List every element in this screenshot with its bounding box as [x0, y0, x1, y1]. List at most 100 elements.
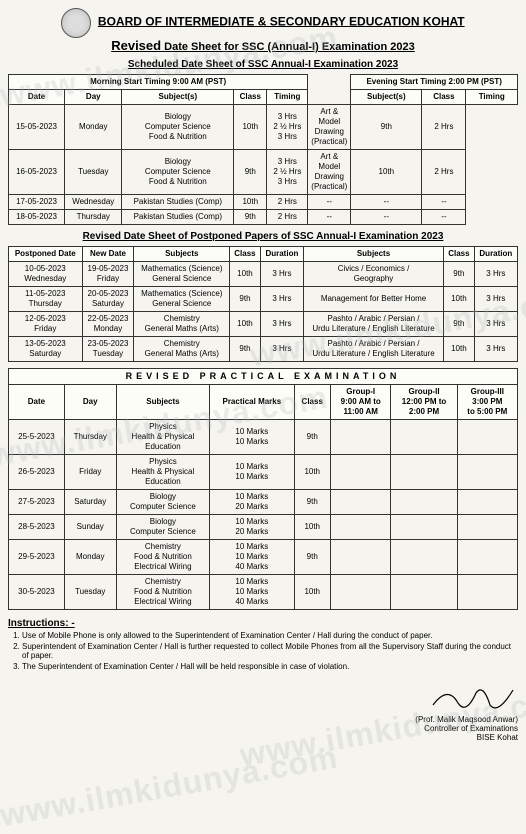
cell: Mathematics (Science) General Science	[134, 262, 230, 287]
signoff: (Prof. Malik Maqsood Anwar) Controller o…	[8, 685, 518, 742]
cell: 3 Hrs	[474, 337, 517, 362]
cell	[457, 515, 517, 540]
cell: 9th	[234, 210, 267, 225]
instruction-item: The Superintendent of Examination Center…	[22, 662, 518, 671]
cell	[330, 540, 391, 575]
cell	[330, 575, 391, 610]
cell: Biology Computer Science Food & Nutritio…	[122, 105, 234, 150]
cell: Chemistry Food & Nutrition Electrical Wi…	[116, 575, 210, 610]
col-header: Date	[9, 385, 65, 420]
cell: --	[308, 210, 351, 225]
cell: 3 Hrs	[260, 287, 303, 312]
signoff-name: (Prof. Malik Maqsood Anwar)	[415, 715, 518, 724]
table-row: 12-05-2023 Friday22-05-2023 MondayChemis…	[9, 312, 518, 337]
cell: 3 Hrs 2 ½ Hrs 3 Hrs	[267, 150, 308, 195]
cell: 3 Hrs	[260, 312, 303, 337]
cell: 9th	[294, 490, 330, 515]
cell	[330, 515, 391, 540]
watermark: www.ilmkidunya.com	[0, 739, 341, 834]
cell: Physics Health & Physical Education	[116, 420, 210, 455]
signoff-role: Controller of Examinations	[424, 724, 518, 733]
col-header: Duration	[260, 247, 303, 262]
cell: 10 Marks 10 Marks 40 Marks	[210, 540, 294, 575]
cell: Thursday	[64, 420, 116, 455]
col-header: Subjects	[116, 385, 210, 420]
cell: 10th	[230, 312, 261, 337]
col-header: Class	[422, 90, 466, 105]
section2-title: Revised Date Sheet of Postponed Papers o…	[8, 231, 518, 242]
table-row: 25-5-2023ThursdayPhysics Health & Physic…	[9, 420, 518, 455]
col-header: Postponed Date	[9, 247, 83, 262]
cell: 17-05-2023	[9, 195, 65, 210]
cell: --	[422, 195, 466, 210]
cell: Tuesday	[65, 150, 122, 195]
cell: 23-05-2023 Tuesday	[82, 337, 134, 362]
cell: 9th	[230, 287, 261, 312]
cell: Management for Better Home	[304, 287, 444, 312]
cell: Saturday	[64, 490, 116, 515]
cell: 3 Hrs	[474, 287, 517, 312]
cell: Physics Health & Physical Education	[116, 455, 210, 490]
cell: --	[351, 195, 422, 210]
section1-title: Scheduled Date Sheet of SSC Annual-I Exa…	[8, 59, 518, 70]
table-row: 10-05-2023 Wednesday19-05-2023 FridayMat…	[9, 262, 518, 287]
cell: 25-5-2023	[9, 420, 65, 455]
cell	[391, 455, 457, 490]
table-row: 16-05-2023TuesdayBiology Computer Scienc…	[9, 150, 518, 195]
cell	[457, 540, 517, 575]
cell: 15-05-2023	[9, 105, 65, 150]
cell: 9th	[351, 105, 422, 150]
col-header: Subject(s)	[122, 90, 234, 105]
cell	[330, 420, 391, 455]
cell	[457, 575, 517, 610]
cell: 27-5-2023	[9, 490, 65, 515]
cell: 10 Marks 20 Marks	[210, 515, 294, 540]
col-header: Practical Marks	[210, 385, 294, 420]
morning-head: Morning Start Timing 9:00 AM (PST)	[9, 75, 308, 90]
cell: 10th	[351, 150, 422, 195]
cell: Mathematics (Science) General Science	[134, 287, 230, 312]
cell	[457, 490, 517, 515]
cell: 22-05-2023 Monday	[82, 312, 134, 337]
cell: 29-5-2023	[9, 540, 65, 575]
col-header: Group-III 3:00 PM to 5:00 PM	[457, 385, 517, 420]
cell: 12-05-2023 Friday	[9, 312, 83, 337]
cell: Civics / Economics / Geography	[304, 262, 444, 287]
cell: 10 Marks 20 Marks	[210, 490, 294, 515]
cell: Art & Model Drawing (Practical)	[308, 150, 351, 195]
col-header: Class	[294, 385, 330, 420]
cell: Chemistry General Maths (Arts)	[134, 312, 230, 337]
postponed-table: Postponed DateNew DateSubjectsClassDurat…	[8, 246, 518, 362]
cell: 3 Hrs	[474, 262, 517, 287]
table-row: 17-05-2023WednesdayPakistan Studies (Com…	[9, 195, 518, 210]
cell: 10th	[234, 195, 267, 210]
cell: Monday	[65, 105, 122, 150]
col-header: Subjects	[134, 247, 230, 262]
scheduled-table: Morning Start Timing 9:00 AM (PST) Eveni…	[8, 74, 518, 225]
table-row: 29-5-2023MondayChemistry Food & Nutritio…	[9, 540, 518, 575]
cell: Pakistan Studies (Comp)	[122, 195, 234, 210]
cell: 2 Hrs	[422, 150, 466, 195]
cell: Chemistry Food & Nutrition Electrical Wi…	[116, 540, 210, 575]
col-header: Class	[234, 90, 267, 105]
col-header: Group-I 9:00 AM to 11:00 AM	[330, 385, 391, 420]
col-header: Day	[64, 385, 116, 420]
cell: 2 Hrs	[267, 195, 308, 210]
col-header: Day	[65, 90, 122, 105]
signoff-org: BISE Kohat	[477, 733, 518, 742]
instruction-item: Superintendent of Examination Center / H…	[22, 642, 518, 660]
table-row: 18-05-2023ThursdayPakistan Studies (Comp…	[9, 210, 518, 225]
instruction-item: Use of Mobile Phone is only allowed to t…	[22, 631, 518, 640]
table-row: 15-05-2023MondayBiology Computer Science…	[9, 105, 518, 150]
cell: 3 Hrs	[260, 337, 303, 362]
col-header: Class	[230, 247, 261, 262]
cell: 30-5-2023	[9, 575, 65, 610]
col-header: Timing	[267, 90, 308, 105]
cell: Friday	[64, 455, 116, 490]
cell: 9th	[444, 312, 475, 337]
page: www.ilmkidunya.com www.ilmkidunya.com ww…	[8, 8, 518, 742]
cell	[391, 420, 457, 455]
cell: Pashto / Arabic / Persian / Urdu Literat…	[304, 312, 444, 337]
revised-label: Revised	[111, 38, 161, 53]
table-row: 27-5-2023SaturdayBiology Computer Scienc…	[9, 490, 518, 515]
